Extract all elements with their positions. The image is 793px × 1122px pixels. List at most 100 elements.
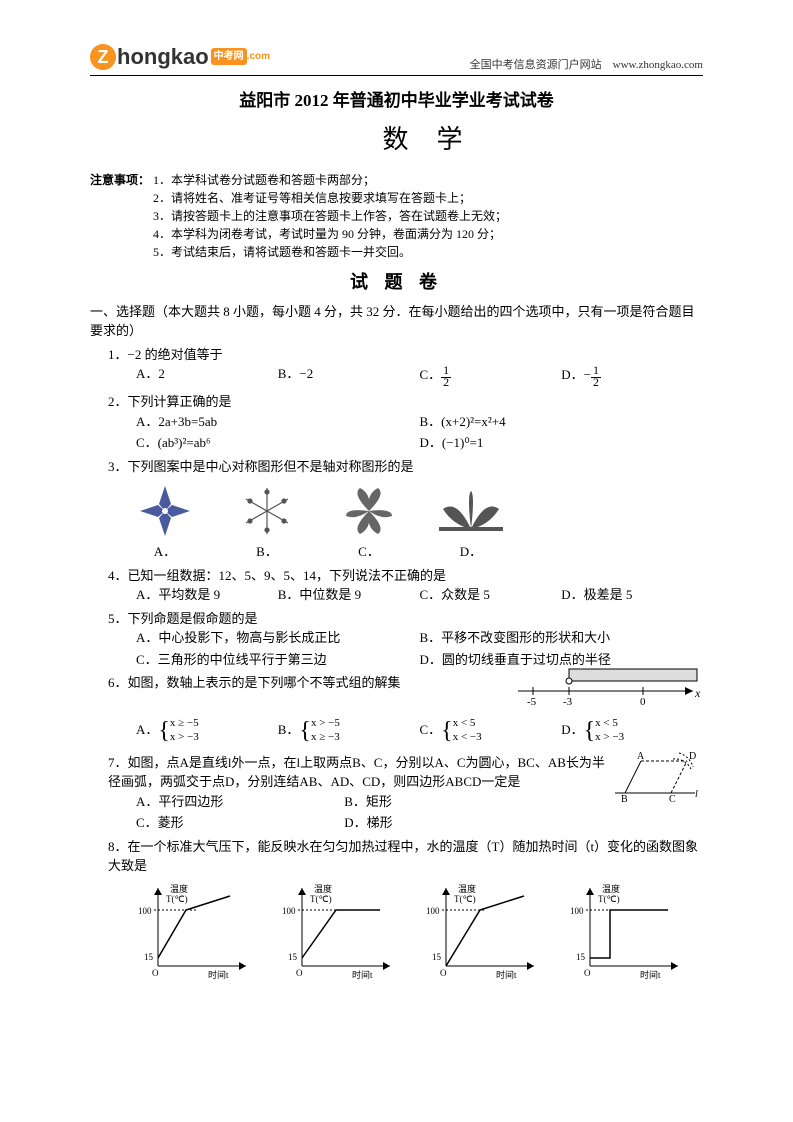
svg-text:时间t: 时间t [352,969,373,980]
svg-text:100: 100 [138,906,152,916]
q8-graph-a: 温度T(℃) 100 15 O 时间t [136,882,256,982]
svg-text:A: A [637,751,645,762]
notice-item: 2．请将姓名、准考证号等相关信息按要求填写在答题卡上； [153,191,471,205]
q5-opt-b: B．平移不改变图形的形状和大小 [420,628,704,648]
svg-text:C: C [669,794,676,805]
svg-text:O: O [296,968,303,978]
q2-opt-b: B．(x+2)²=x²+4 [420,412,704,432]
q4-text: 4．已知一组数据：12、5、9、5、14，下列说法不正确的是 [108,568,446,583]
q3-text: 3．下列图案中是中心对称图形但不是轴对称图形的是 [108,459,414,474]
q7-opt-a: A．平行四边形 [136,792,344,812]
svg-text:温度: 温度 [170,883,188,894]
q5-opt-a: A．中心投影下，物高与影长成正比 [136,628,420,648]
question-5: 5．下列命题是假命题的是 A．中心投影下，物高与影长成正比 B．平移不改变图形的… [108,609,703,670]
logo-dotcom: .com [247,49,270,64]
q5-opt-d: D．圆的切线垂直于过切点的半径 [420,650,704,670]
question-4: 4．已知一组数据：12、5、9、5、14，下列说法不正确的是 A．平均数是 9 … [108,566,703,605]
svg-text:x: x [694,686,701,700]
q5-opt-c: C．三角形的中位线平行于第三边 [136,650,420,670]
svg-text:15: 15 [144,952,154,962]
question-7: A D B C l 7．如图，点A是直线l外一点，在l上取两点B、C，分别以A、… [108,753,703,833]
q1-opt-d: D．−12 [561,364,703,388]
notice-item: 5．考试结束后，请将试题卷和答题卡一并交回。 [153,245,411,259]
q8-text: 8．在一个标准大气压下，能反映水在匀匀加热过程中，水的温度（T）随加热时间（t）… [108,839,698,874]
logo-suffix: 中考网 [211,48,247,65]
notice-label: 注意事项： [90,173,150,187]
svg-text:0: 0 [640,696,646,708]
q3-opt-a: A． [136,542,194,562]
q2-text: 2．下列计算正确的是 [108,394,232,409]
pattern-c-icon [340,482,398,540]
q1-opt-c: C．12 [420,364,562,388]
q7-opt-c: C．菱形 [136,813,344,833]
logo: Zhongkao中考网.com [90,40,270,73]
svg-text:时间t: 时间t [640,969,661,980]
svg-text:时间t: 时间t [496,969,517,980]
site-text: 全国中考信息资源门户网站 [470,59,602,71]
q6-text: 6．如图，数轴上表示的是下列哪个不等式组的解集 [108,675,401,690]
q6-opt-c: C．{x < 5x < −3 [420,713,562,749]
q8-graphs: 温度T(℃) 100 15 O 时间t 温度T(℃) 100 15 O 时间t … [136,882,703,982]
svg-text:T(℃): T(℃) [598,894,620,904]
q5-text: 5．下列命题是假命题的是 [108,611,258,626]
q2-opt-c: C．(ab³)²=ab⁶ [136,433,420,453]
svg-text:100: 100 [282,906,296,916]
q2-opt-a: A．2a+3b=5ab [136,412,420,432]
logo-text: hongkao [117,40,209,73]
q1-opt-a: A．2 [136,364,278,388]
q8-graph-c: 温度T(℃) 100 15 O 时间t [424,882,544,982]
svg-text:时间t: 时间t [208,969,229,980]
q8-graph-d: 温度T(℃) 100 15 O 时间t [568,882,688,982]
q6-opt-a: A．{x ≥ −5x > −3 [136,713,278,749]
notice-block: 注意事项： 1．本学科试卷分试题卷和答题卡两部分； 2．请将姓名、准考证号等相关… [90,171,703,261]
exam-title: 益阳市 2012 年普通初中毕业学业考试试卷 [90,88,703,114]
svg-text:100: 100 [570,906,584,916]
svg-text:D: D [689,751,696,762]
svg-text:O: O [440,968,447,978]
svg-text:T(℃): T(℃) [454,894,476,904]
q1-text: 1．−2 的绝对值等于 [108,345,223,365]
svg-text:15: 15 [288,952,298,962]
svg-text:温度: 温度 [458,883,476,894]
question-6: -5 -3 0 x 6．如图，数轴上表示的是下列哪个不等式组的解集 A．{x ≥… [108,673,703,749]
section-title: 试 题 卷 [90,269,703,296]
svg-text:15: 15 [432,952,442,962]
part-heading: 一、选择题（本大题共 8 小题，每小题 4 分，共 32 分．在每小题给出的四个… [90,302,703,341]
svg-text:温度: 温度 [314,883,332,894]
svg-text:15: 15 [576,952,586,962]
q4-opt-d: D．极差是 5 [561,585,703,605]
question-1: 1．−2 的绝对值等于 A．2 B．−2 C．12 D．−12 [108,345,703,389]
q4-opt-b: B．中位数是 9 [278,585,420,605]
svg-text:100: 100 [426,906,440,916]
notice-items: 1．本学科试卷分试题卷和答题卡两部分； 2．请将姓名、准考证号等相关信息按要求填… [153,171,507,261]
question-2: 2．下列计算正确的是 A．2a+3b=5ab B．(x+2)²=x²+4 C．(… [108,392,703,453]
q6-opt-b: B．{x > −5x ≥ −3 [278,713,420,749]
number-line-figure: -5 -3 0 x [513,667,703,713]
q6-opt-d: D．{x < 5x > −3 [561,713,703,749]
q3-opt-d: D． [442,542,500,562]
pattern-d-icon [442,482,500,540]
notice-item: 3．请按答题卡上的注意事项在答题卡上作答，答在试题卷上无效； [153,209,507,223]
subject-title: 数学 [170,120,703,159]
q4-opt-c: C．众数是 5 [420,585,562,605]
svg-text:T(℃): T(℃) [310,894,332,904]
svg-text:-3: -3 [563,696,573,708]
svg-text:l: l [695,789,698,800]
q7-text: 7．如图，点A是直线l外一点，在l上取两点B、C，分别以A、C为圆心，BC、AB… [108,755,605,790]
q7-figure: A D B C l [613,749,703,809]
question-8: 8．在一个标准大气压下，能反映水在匀匀加热过程中，水的温度（T）随加热时间（t）… [108,837,703,982]
svg-text:-5: -5 [527,696,537,708]
q3-opt-c: C． [340,542,398,562]
pattern-b-icon [238,482,296,540]
notice-item: 4．本学科为闭卷考试，考试时量为 90 分钟，卷面满分为 120 分； [153,227,501,241]
site-info: 全国中考信息资源门户网站 www.zhongkao.com [470,57,703,74]
svg-text:B: B [621,794,628,805]
q7-opt-b: B．矩形 [344,792,552,812]
svg-text:O: O [152,968,159,978]
question-3: 3．下列图案中是中心对称图形但不是轴对称图形的是 A． B． C． D． [108,457,703,562]
pattern-a-icon [136,482,194,540]
svg-text:T(℃): T(℃) [166,894,188,904]
notice-item: 1．本学科试卷分试题卷和答题卡两部分； [153,173,375,187]
q3-patterns [136,482,703,540]
q8-graph-b: 温度T(℃) 100 15 O 时间t [280,882,400,982]
